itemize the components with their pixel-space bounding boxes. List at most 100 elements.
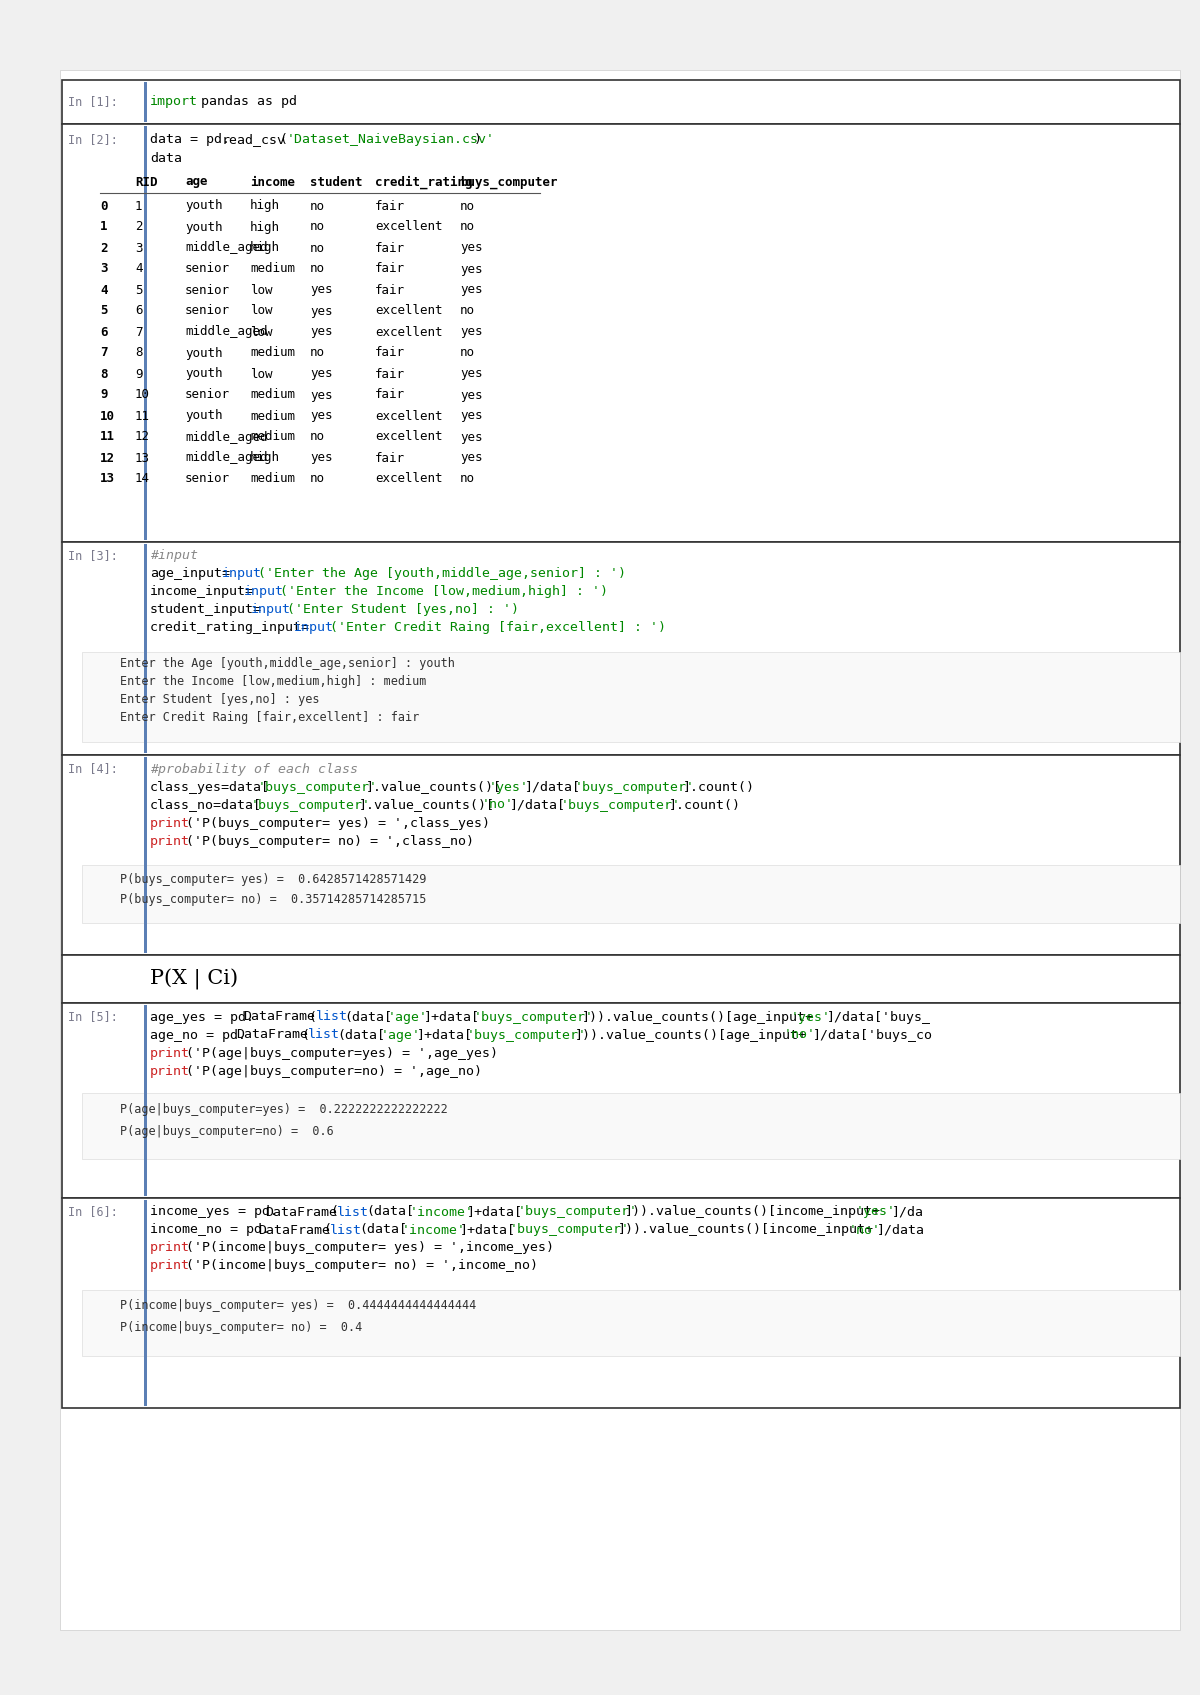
Text: list: list <box>330 1224 362 1236</box>
Text: medium: medium <box>250 346 295 359</box>
Text: P(income|buys_computer= yes) =  0.4444444444444444: P(income|buys_computer= yes) = 0.4444444… <box>120 1300 476 1312</box>
Text: class_yes=data[: class_yes=data[ <box>150 780 270 793</box>
Text: no: no <box>310 200 325 212</box>
Text: middle_aged: middle_aged <box>185 451 268 464</box>
Text: In [6]:: In [6]: <box>68 1205 118 1219</box>
Text: P(X | Ci): P(X | Ci) <box>150 968 238 990</box>
Text: fair: fair <box>374 283 406 297</box>
Text: 4: 4 <box>100 283 108 297</box>
Text: medium: medium <box>250 388 295 402</box>
Text: yes: yes <box>460 451 482 464</box>
Text: print: print <box>150 1064 190 1078</box>
Text: no: no <box>310 241 325 254</box>
Text: 'income': 'income' <box>409 1205 473 1219</box>
Text: credit_rating_input=: credit_rating_input= <box>150 622 310 634</box>
Text: (data[: (data[ <box>337 1029 385 1041</box>
Text: DataFrame: DataFrame <box>265 1205 337 1219</box>
FancyBboxPatch shape <box>144 125 148 541</box>
Text: input: input <box>294 622 334 634</box>
Text: P(age|buys_computer=yes) =  0.2222222222222222: P(age|buys_computer=yes) = 0.22222222222… <box>120 1102 448 1115</box>
Text: youth: youth <box>185 200 222 212</box>
Text: no: no <box>310 473 325 485</box>
Text: 'yes': 'yes' <box>488 780 528 793</box>
Text: 9: 9 <box>134 368 143 380</box>
Text: print: print <box>150 1259 190 1273</box>
Text: senior: senior <box>185 263 230 276</box>
Text: In [1]:: In [1]: <box>68 95 118 108</box>
Text: ].value_counts()[: ].value_counts()[ <box>359 798 494 812</box>
Text: ('P(buys_computer= yes) = ',class_yes): ('P(buys_computer= yes) = ',class_yes) <box>186 817 490 829</box>
Text: In [2]:: In [2]: <box>68 134 118 146</box>
Text: 2: 2 <box>134 220 143 234</box>
Text: ]/data[: ]/data[ <box>524 780 581 793</box>
Text: yes: yes <box>460 263 482 276</box>
Text: yes: yes <box>460 431 482 444</box>
Text: list: list <box>337 1205 370 1219</box>
Text: (data[: (data[ <box>366 1205 414 1219</box>
Text: 5: 5 <box>100 305 108 317</box>
Text: ].value_counts()[: ].value_counts()[ <box>366 780 502 793</box>
Text: (data[: (data[ <box>359 1224 407 1236</box>
Text: 14: 14 <box>134 473 150 485</box>
Text: yes: yes <box>460 283 482 297</box>
Text: ): ) <box>474 134 482 146</box>
Text: 'age': 'age' <box>380 1029 420 1041</box>
Text: excellent: excellent <box>374 305 443 317</box>
Text: list: list <box>308 1029 341 1041</box>
Text: 'buys_computer': 'buys_computer' <box>575 780 695 793</box>
Text: 10: 10 <box>100 410 115 422</box>
Text: fair: fair <box>374 200 406 212</box>
Text: credit_rating: credit_rating <box>374 175 473 188</box>
Text: medium: medium <box>250 473 295 485</box>
Text: student: student <box>310 176 362 188</box>
Text: low: low <box>250 305 272 317</box>
Text: ]+data[: ]+data[ <box>416 1029 473 1041</box>
Text: low: low <box>250 325 272 339</box>
Text: ('Enter Credit Raing [fair,excellent] : '): ('Enter Credit Raing [fair,excellent] : … <box>330 622 666 634</box>
Text: (: ( <box>330 1205 338 1219</box>
FancyBboxPatch shape <box>144 758 148 953</box>
Text: #input: #input <box>150 549 198 563</box>
Text: 'buys_computer': 'buys_computer' <box>251 798 371 812</box>
Text: excellent: excellent <box>374 220 443 234</box>
Text: 'buys_computer': 'buys_computer' <box>560 798 680 812</box>
Text: import: import <box>150 95 198 108</box>
Text: ])).value_counts()[income_input+: ])).value_counts()[income_input+ <box>618 1224 874 1236</box>
Text: excellent: excellent <box>374 431 443 444</box>
FancyBboxPatch shape <box>82 653 1180 742</box>
Text: high: high <box>250 200 280 212</box>
Text: no: no <box>310 220 325 234</box>
Text: no: no <box>310 431 325 444</box>
Text: low: low <box>250 283 272 297</box>
Text: (data[: (data[ <box>344 1010 392 1024</box>
Text: buys_computer: buys_computer <box>460 175 558 188</box>
Text: 4: 4 <box>134 263 143 276</box>
Text: 3: 3 <box>100 263 108 276</box>
Text: medium: medium <box>250 410 295 422</box>
Text: yes: yes <box>460 325 482 339</box>
FancyBboxPatch shape <box>144 1005 148 1197</box>
Text: 'yes': 'yes' <box>856 1205 895 1219</box>
Text: no: no <box>310 263 325 276</box>
FancyBboxPatch shape <box>144 1200 148 1405</box>
Text: 13: 13 <box>100 473 115 485</box>
Text: ]/da: ]/da <box>892 1205 924 1219</box>
Text: ('P(income|buys_computer= yes) = ',income_yes): ('P(income|buys_computer= yes) = ',incom… <box>186 1241 554 1254</box>
Text: fair: fair <box>374 241 406 254</box>
Text: ].count(): ].count() <box>668 798 740 812</box>
Text: no: no <box>460 305 475 317</box>
FancyBboxPatch shape <box>62 542 1180 754</box>
Text: ]/data['buys_: ]/data['buys_ <box>827 1010 931 1024</box>
Text: data = pd.: data = pd. <box>150 134 230 146</box>
Text: In [5]:: In [5]: <box>68 1010 118 1024</box>
Text: no: no <box>310 346 325 359</box>
Text: 0: 0 <box>100 200 108 212</box>
FancyBboxPatch shape <box>62 80 1180 124</box>
Text: Enter Credit Raing [fair,excellent] : fair: Enter Credit Raing [fair,excellent] : fa… <box>120 712 419 724</box>
Text: medium: medium <box>250 263 295 276</box>
Text: excellent: excellent <box>374 325 443 339</box>
Text: 8: 8 <box>134 346 143 359</box>
FancyBboxPatch shape <box>60 69 1180 1631</box>
Text: age_no = pd.: age_no = pd. <box>150 1029 246 1041</box>
Text: fair: fair <box>374 346 406 359</box>
